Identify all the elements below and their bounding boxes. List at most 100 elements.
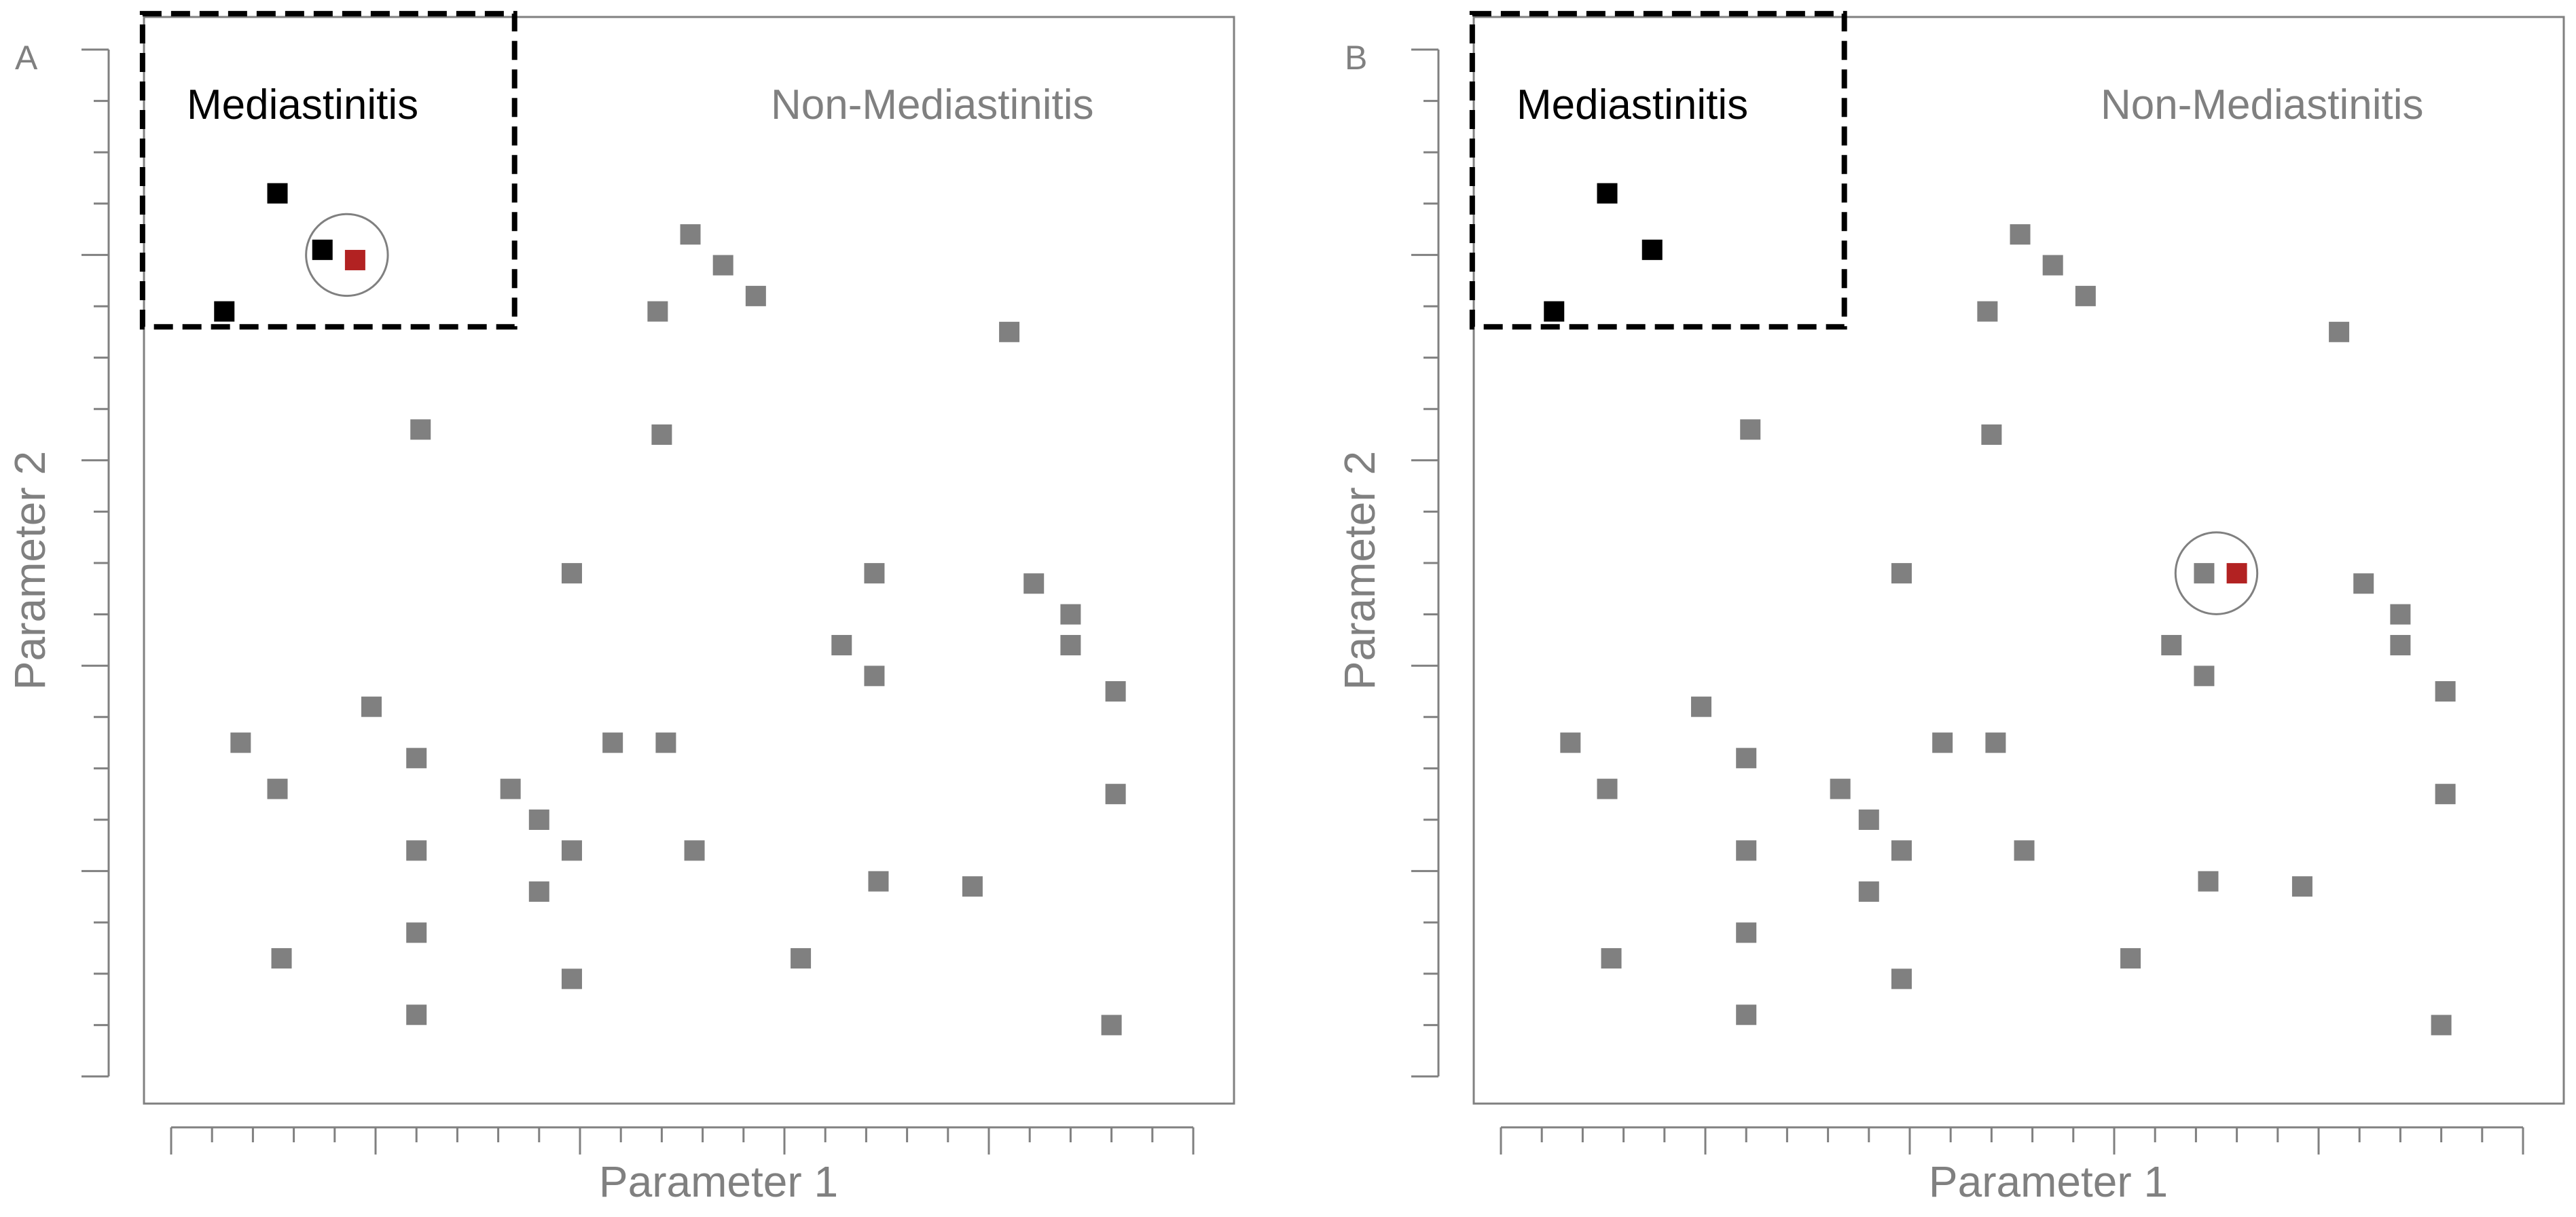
non-mediastinitis-point [831,634,852,655]
non-mediastinitis-point [561,840,582,861]
non-mediastinitis-point [2042,255,2063,276]
non-mediastinitis-point [2353,573,2374,594]
non-mediastinitis-point [1932,732,1953,753]
non-mediastinitis-point [2014,840,2035,861]
non-mediastinitis-point [2194,666,2215,687]
mediastinitis-region-border [139,11,518,330]
non-mediastinitis-point [1101,1015,1122,1036]
mediastinitis-point [1597,183,1618,204]
x-axis-title: Parameter 1 [1929,1157,2168,1206]
mediastinitis-label: Mediastinitis [187,81,418,128]
non-mediastinitis-point [684,840,705,861]
non-mediastinitis-point [528,881,549,902]
non-mediastinitis-point [712,255,733,276]
mediastinitis-point [1641,239,1663,260]
non-mediastinitis-point [2291,876,2312,897]
non-mediastinitis-point [1736,840,1757,861]
highlighted-point [344,249,365,270]
non-mediastinitis-point [406,748,427,769]
mediastinitis-point [267,183,288,204]
non-mediastinitis-point [999,321,1020,342]
x-axis [170,1126,1195,1155]
non-mediastinitis-point [1736,1004,1757,1025]
non-mediastinitis-point [528,810,549,830]
non-mediastinitis-point [791,948,812,969]
non-mediastinitis-point [361,696,382,717]
non-mediastinitis-point [1736,748,1757,769]
plot-frame [143,16,1235,1105]
non-mediastinitis-point [267,778,288,799]
non-mediastinitis-point [1560,732,1581,753]
non-mediastinitis-point [962,876,983,897]
non-mediastinitis-point [2329,321,2350,342]
non-mediastinitis-point [1597,778,1618,799]
non-mediastinitis-point [2431,1015,2452,1036]
non-mediastinitis-point [868,871,889,892]
non-mediastinitis-point [2435,681,2456,702]
panel-letter: A [15,39,38,77]
non-mediastinitis-point [1736,922,1757,943]
mediastinitis-point [1544,301,1565,322]
non-mediastinitis-point [1060,634,1081,655]
non-mediastinitis-point [2194,563,2215,584]
highlighted-point [2226,563,2247,584]
non-mediastinitis-point [230,732,251,753]
non-mediastinitis-point [2390,604,2411,625]
non-mediastinitis-point [2198,871,2219,892]
highlight-circle [2174,531,2259,615]
non-mediastinitis-point [2161,634,2182,655]
non-mediastinitis-point [561,563,582,584]
non-mediastinitis-point [406,1004,427,1025]
non-mediastinitis-point [2010,224,2031,245]
non-mediastinitis-point [1830,778,1851,799]
non-mediastinitis-point [406,922,427,943]
panel-letter: B [1345,39,1367,77]
non-mediastinitis-point [1690,696,1711,717]
non-mediastinitis-point [1891,840,1912,861]
non-mediastinitis-point [1105,681,1126,702]
non-mediastinitis-point [1858,810,1879,830]
plot-frame [1472,16,2565,1105]
non-mediastinitis-point [1740,419,1761,440]
non-mediastinitis-point [2120,948,2141,969]
non-mediastinitis-point [647,301,668,322]
non-mediastinitis-point [1023,573,1045,594]
y-axis [81,48,110,1078]
non-mediastinitis-point [1060,604,1081,625]
mediastinitis-region-border [1469,11,1847,330]
non-mediastinitis-point [1891,968,1912,989]
non-mediastinitis-point [2075,285,2096,306]
highlight-circle [305,213,389,297]
mediastinitis-label: Mediastinitis [1517,81,1748,128]
non-mediastinitis-point [561,968,582,989]
non-mediastinitis-point [406,840,427,861]
non-mediastinitis-label: Non-Mediastinitis [2101,81,2424,128]
non-mediastinitis-point [680,224,701,245]
non-mediastinitis-point [655,732,676,753]
mediastinitis-point [312,239,333,260]
data-points [1544,183,2456,1036]
non-mediastinitis-point [2435,784,2456,805]
y-axis-title: Parameter 2 [1335,451,1384,690]
y-axis-title: Parameter 2 [5,451,54,690]
panel-b: B Mediastinitis Non-Mediastinitis Parame… [1335,11,2565,1206]
non-mediastinitis-point [1601,948,1622,969]
mediastinitis-point [214,301,235,322]
non-mediastinitis-point [410,419,431,440]
non-mediastinitis-point [1977,301,1998,322]
non-mediastinitis-label: Non-Mediastinitis [771,81,1094,128]
non-mediastinitis-point [864,666,885,687]
non-mediastinitis-point [1985,732,2006,753]
non-mediastinitis-point [651,424,672,445]
non-mediastinitis-point [602,732,623,753]
non-mediastinitis-point [864,563,885,584]
data-points [214,183,1126,1036]
non-mediastinitis-point [745,285,766,306]
non-mediastinitis-point [1981,424,2002,445]
non-mediastinitis-point [500,778,521,799]
non-mediastinitis-point [271,948,292,969]
non-mediastinitis-point [1891,563,1912,584]
x-axis [1500,1126,2524,1155]
non-mediastinitis-point [1105,784,1126,805]
